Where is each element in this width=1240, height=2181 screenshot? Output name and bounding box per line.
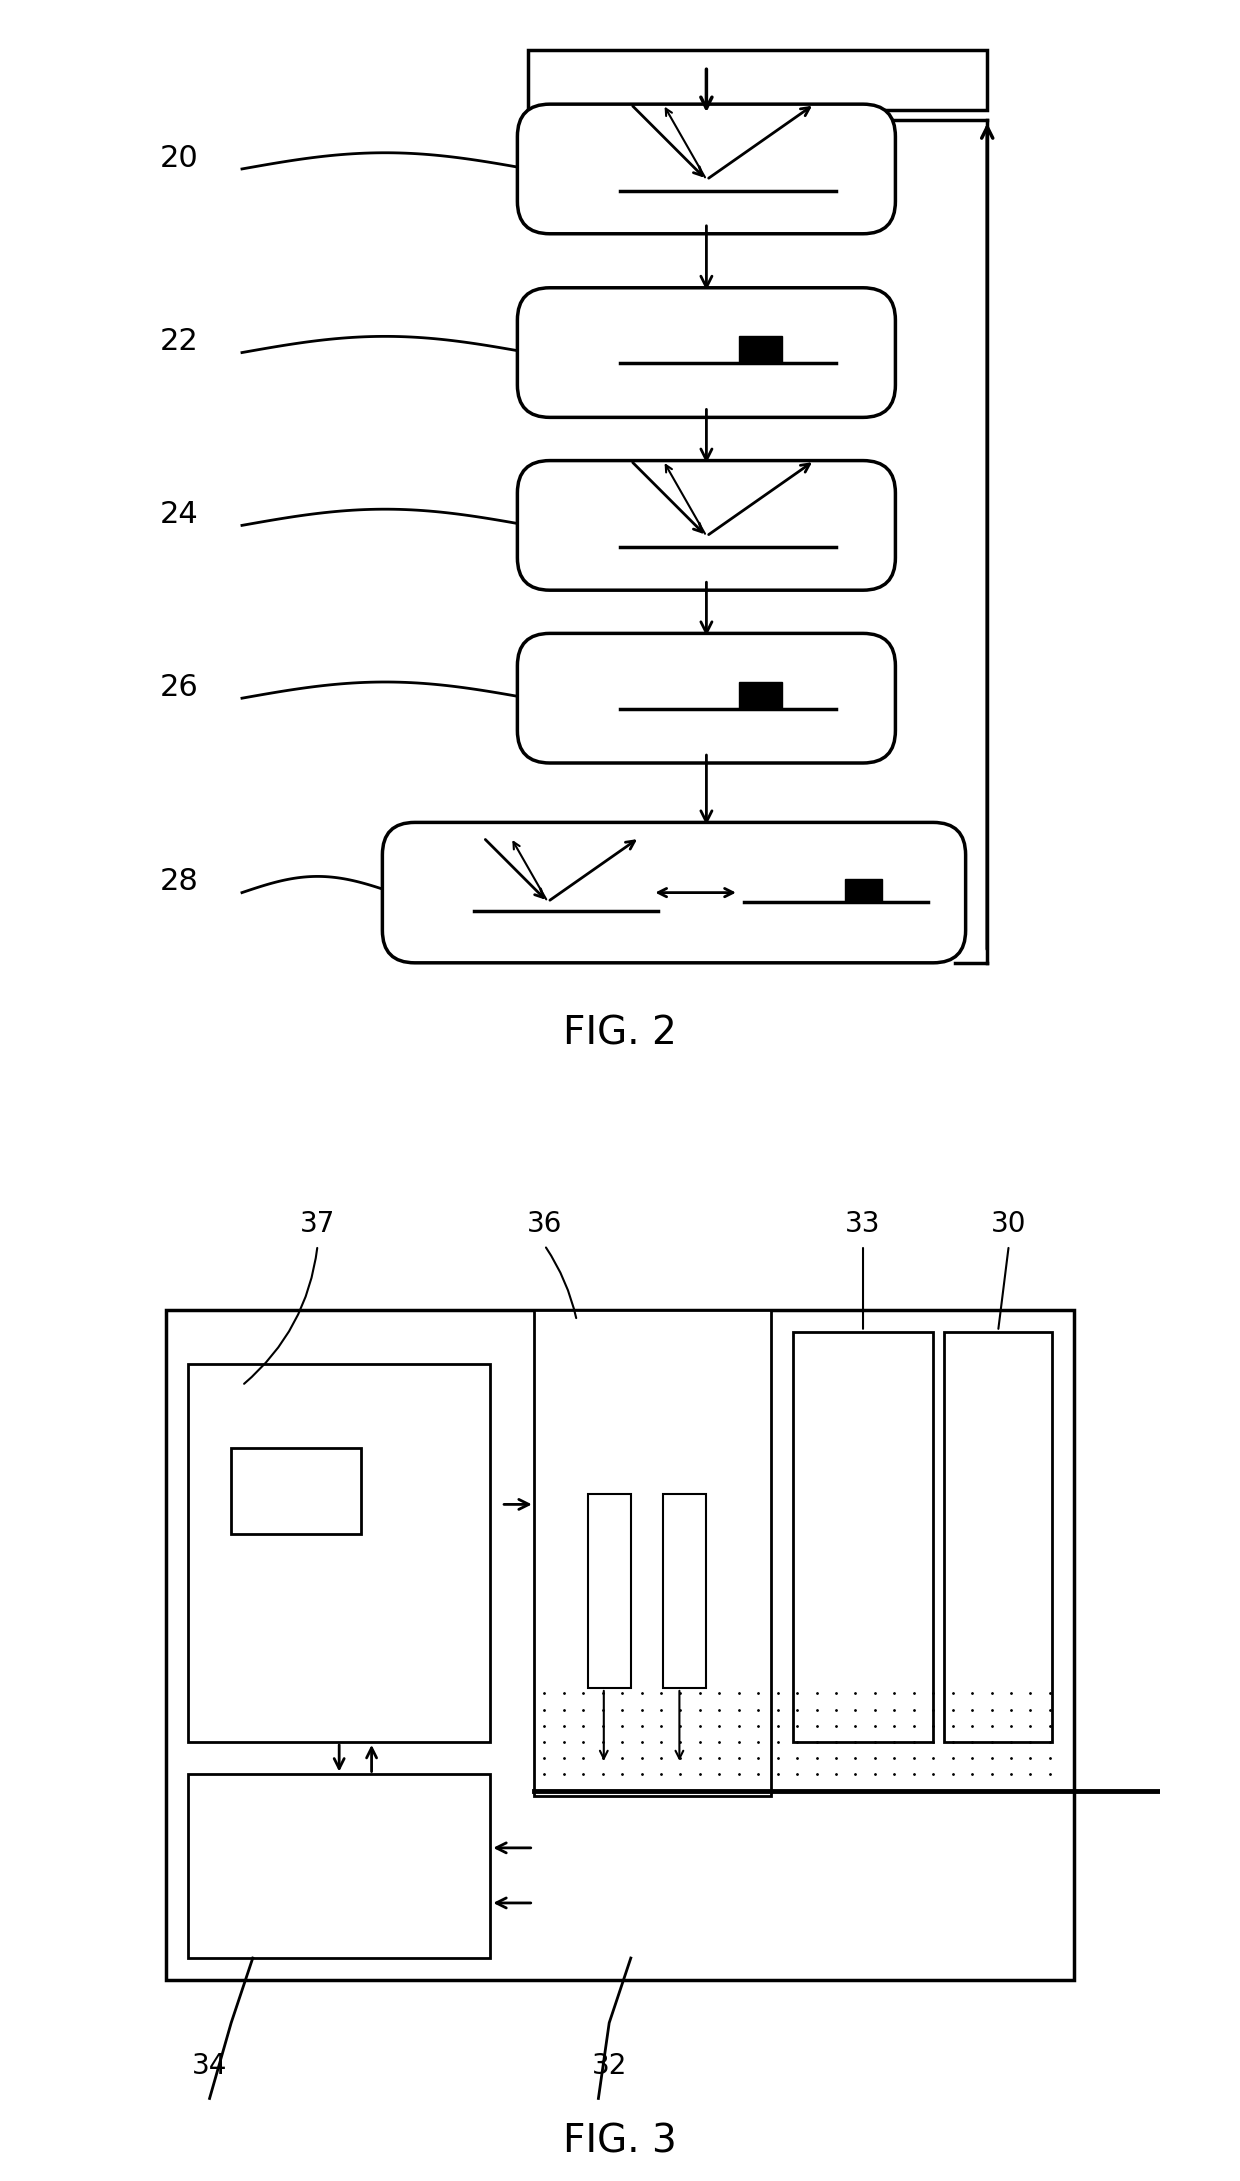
Text: 36: 36 <box>527 1210 562 1237</box>
Bar <box>792 1333 934 1743</box>
Text: 32: 32 <box>591 2052 627 2081</box>
FancyBboxPatch shape <box>517 460 895 591</box>
Bar <box>588 1494 631 1688</box>
Bar <box>533 1311 771 1795</box>
Text: 30: 30 <box>991 1210 1027 1237</box>
Bar <box>739 336 782 364</box>
Text: 37: 37 <box>300 1210 335 1237</box>
Bar <box>166 1311 1074 1980</box>
Bar <box>231 1448 361 1533</box>
Bar <box>944 1333 1052 1743</box>
Bar <box>528 50 987 109</box>
Bar <box>188 1775 490 1959</box>
FancyBboxPatch shape <box>517 632 895 763</box>
Text: 20: 20 <box>160 144 198 172</box>
Text: 22: 22 <box>160 327 198 356</box>
Bar <box>846 879 882 901</box>
Text: FIG. 3: FIG. 3 <box>563 2122 677 2161</box>
Text: 28: 28 <box>160 868 198 896</box>
Bar <box>739 683 782 709</box>
Text: 33: 33 <box>846 1210 880 1237</box>
Bar <box>188 1363 490 1743</box>
FancyBboxPatch shape <box>517 288 895 417</box>
FancyBboxPatch shape <box>382 822 966 962</box>
Bar <box>533 1677 1074 1786</box>
Text: 26: 26 <box>160 674 198 702</box>
Text: 34: 34 <box>192 2052 227 2081</box>
FancyBboxPatch shape <box>517 105 895 233</box>
Text: 24: 24 <box>160 499 198 530</box>
Text: FIG. 2: FIG. 2 <box>563 1014 677 1051</box>
Bar <box>663 1494 707 1688</box>
